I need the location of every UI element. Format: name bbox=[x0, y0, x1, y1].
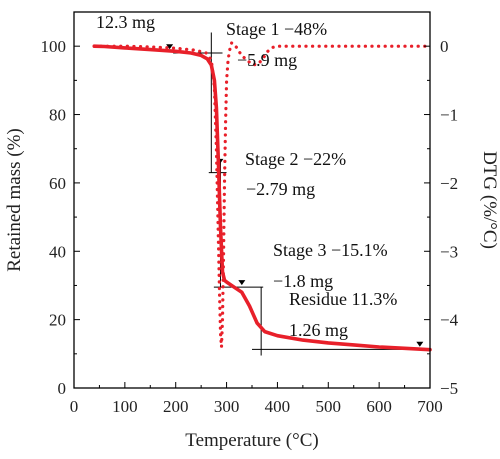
x-tick-label: 500 bbox=[316, 397, 342, 416]
y-tick-label: 100 bbox=[41, 37, 67, 56]
annotation-stage1-percent: Stage 1 −48% bbox=[226, 19, 327, 39]
annotation-residue-percent: Residue 11.3% bbox=[289, 289, 397, 309]
y2-axis-label: DTG (%/°C) bbox=[479, 151, 500, 249]
y-tick-label: 60 bbox=[49, 174, 66, 193]
annotation-stage2-mass: −2.79 mg bbox=[246, 179, 315, 199]
annotation-initial-mass: 12.3 mg bbox=[96, 12, 155, 32]
y-tick-label: 80 bbox=[49, 106, 66, 125]
y-tick-label: 20 bbox=[49, 311, 66, 330]
x-tick-label: 200 bbox=[163, 397, 189, 416]
ticks-layer: 0 100 200 300 400 500 600 700 0 20 40 60 80 100 −5 −4 −3… bbox=[41, 37, 459, 416]
annotation-stage3-percent: Stage 3 −15.1% bbox=[273, 240, 388, 260]
annotation-stage1-mass: −5.9 mg bbox=[237, 50, 297, 70]
y2-tick-label: −3 bbox=[440, 242, 458, 261]
y2-tick-label: −2 bbox=[440, 174, 458, 193]
y-axis-label: Retained mass (%) bbox=[4, 128, 25, 272]
stage-marker bbox=[238, 280, 246, 286]
x-tick-label: 400 bbox=[265, 397, 291, 416]
annotation-stage3-mass: −1.8 mg bbox=[273, 271, 333, 291]
annotation-stage2-percent: Stage 2 −22% bbox=[245, 149, 346, 169]
y2-tick-label: −5 bbox=[440, 379, 458, 398]
x-tick-label: 100 bbox=[112, 397, 138, 416]
x-tick-label: 600 bbox=[366, 397, 392, 416]
annotation-residue-mass: 1.26 mg bbox=[289, 320, 348, 340]
annotations-layer: 12.3 mg Stage 1 −48% −5.9 mg Stage 2 −22… bbox=[96, 12, 397, 340]
x-tick-label: 0 bbox=[70, 397, 79, 416]
stage-marker bbox=[166, 44, 174, 50]
y2-tick-label: −4 bbox=[440, 311, 459, 330]
x-tick-label: 700 bbox=[417, 397, 443, 416]
y2-tick-label: −1 bbox=[440, 106, 458, 125]
series-dtg-line bbox=[92, 41, 432, 349]
x-axis-label: Temperature (°C) bbox=[185, 430, 318, 451]
y-tick-label: 40 bbox=[49, 242, 66, 261]
x-tick-label: 300 bbox=[214, 397, 240, 416]
stage-marker bbox=[416, 341, 424, 347]
series-layer bbox=[92, 41, 432, 352]
y-tick-label: 0 bbox=[58, 379, 67, 398]
y2-tick-label: 0 bbox=[440, 37, 449, 56]
